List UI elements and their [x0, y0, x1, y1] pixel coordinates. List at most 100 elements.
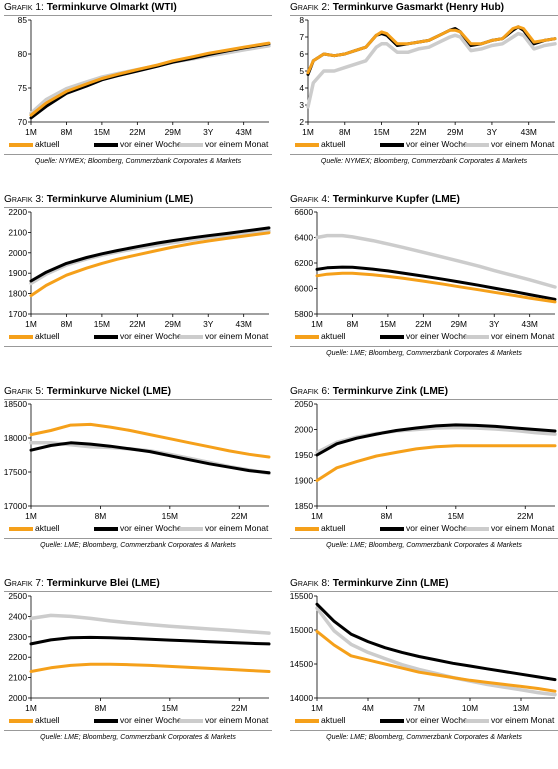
legend-swatch	[9, 142, 33, 147]
series-line-vor-einer-woche	[29, 441, 271, 475]
chart-name: Terminkurve Nickel (LME)	[46, 386, 172, 397]
legend-label: vor einer Woche	[120, 139, 182, 149]
chart-title: Grafik 2: Terminkurve Gasmarkt (Henry Hu…	[290, 2, 504, 13]
series-line-aktuell	[29, 41, 271, 117]
chart-panel-5: Grafik 5: Terminkurve Nickel (LME) 17000 1…	[4, 386, 272, 577]
chart-number: Grafik 1:	[4, 2, 47, 13]
legend-item-vor-einer-woche: vor einer Woche	[94, 139, 182, 149]
legend-swatch	[465, 526, 489, 531]
series-line-vor-einem-monat	[306, 31, 557, 109]
x-tick-label: 29M	[165, 319, 181, 329]
chart-name: Terminkurve Kupfer (LME)	[332, 194, 460, 205]
legend-swatch	[380, 334, 404, 339]
y-tick-label: 18500	[4, 399, 28, 409]
legend-label: aktuell	[35, 715, 60, 725]
line-chart: 14000 14500 15000 15500 1M 4M 7M 10M 13M	[290, 591, 557, 713]
y-tick-label: 2100	[8, 227, 27, 237]
chart-name: Terminkurve Olmarkt (WTI)	[46, 2, 177, 13]
source-note: Quelle: LME; Bloomberg, Commerzbank Corp…	[326, 350, 522, 357]
y-tick-label: 2400	[8, 611, 27, 621]
legend-item-vor-einer-woche: vor einer Woche	[380, 715, 468, 725]
series-line-aktuell	[315, 629, 557, 693]
x-tick-label: 8M	[61, 319, 73, 329]
legend-swatch	[380, 718, 404, 723]
legend-item-vor-einem-monat: vor einem Monat	[465, 715, 554, 725]
series-line-vor-einer-woche	[315, 265, 557, 301]
x-tick-label: 8M	[95, 511, 107, 521]
legend-label: vor einer Woche	[406, 139, 468, 149]
source-note: Quelle: NYMEX; Bloomberg, Commerzbank Co…	[320, 158, 528, 165]
legend-swatch	[465, 142, 489, 147]
legend-item-aktuell: aktuell	[295, 523, 346, 533]
series-line-vor-einer-woche	[315, 423, 557, 457]
y-tick-label: 5800	[294, 309, 313, 319]
legend-label: aktuell	[321, 715, 346, 725]
chart-title: Grafik 4: Terminkurve Kupfer (LME)	[290, 194, 460, 205]
legend: aktuell vor einer Woche vor einem Monat	[4, 715, 272, 729]
legend-swatch	[179, 142, 203, 147]
legend: aktuell vor einer Woche vor einem Monat	[4, 523, 272, 537]
y-tick-label: 6600	[294, 207, 313, 217]
x-tick-label: 22M	[129, 127, 145, 137]
legend-label: aktuell	[35, 139, 60, 149]
chart-name: Terminkurve Gasmarkt (Henry Hub)	[332, 2, 505, 13]
legend-label: vor einem Monat	[491, 139, 555, 149]
series-line-aktuell	[29, 662, 271, 673]
y-tick-label: 2200	[8, 207, 27, 217]
chart-name: Terminkurve Zinn (LME)	[332, 578, 449, 589]
chart-panel-6: Grafik 6: Terminkurve Zink (LME) 1850 1900…	[290, 386, 558, 577]
legend-label: aktuell	[321, 139, 346, 149]
series-line-aktuell	[29, 231, 271, 298]
x-tick-label: 3Y	[489, 319, 500, 329]
x-tick-label: 22M	[415, 319, 431, 329]
legend: aktuell vor einer Woche vor einem Monat	[290, 715, 558, 729]
legend-swatch	[380, 142, 404, 147]
series-line-vor-einem-monat	[315, 606, 557, 697]
legend-label: vor einem Monat	[205, 139, 269, 149]
y-tick-label: 2050	[294, 399, 313, 409]
series-line-vor-einem-monat	[29, 613, 271, 635]
y-tick-label: 1950	[294, 450, 313, 460]
line-chart: 70 75 80 85 1M 8M 15M 22M 29M 3Y 43M	[18, 15, 271, 137]
chart-name: Terminkurve Blei (LME)	[46, 578, 160, 589]
chart-number: Grafik 7:	[4, 578, 47, 589]
x-tick-label: 15M	[94, 127, 110, 137]
series-line-vor-einer-woche	[29, 226, 271, 283]
legend-swatch	[94, 718, 118, 723]
y-tick-label: 2300	[8, 632, 27, 642]
y-tick-label: 17500	[4, 467, 28, 477]
x-tick-label: 1M	[25, 511, 37, 521]
x-tick-label: 13M	[513, 703, 529, 713]
title-rule	[4, 15, 272, 16]
x-tick-label: 43M	[521, 127, 537, 137]
legend-item-aktuell: aktuell	[9, 139, 60, 149]
legend-label: vor einer Woche	[120, 523, 182, 533]
y-tick-label: 14500	[290, 659, 314, 669]
bottom-rule	[4, 154, 272, 155]
chart-title: Grafik 7: Terminkurve Blei (LME)	[4, 578, 160, 589]
legend-label: vor einer Woche	[406, 331, 468, 341]
x-tick-label: 7M	[413, 703, 425, 713]
line-chart: 2000 2100 2200 2300 2400 2500 1M 8M 15M 22M	[8, 591, 271, 713]
title-rule	[290, 399, 558, 400]
y-tick-label: 2000	[294, 425, 313, 435]
legend-item-vor-einem-monat: vor einem Monat	[179, 523, 268, 533]
source-note: Quelle: LME; Bloomberg, Commerzbank Corp…	[326, 734, 522, 741]
legend-item-vor-einem-monat: vor einem Monat	[179, 715, 268, 725]
title-rule	[290, 15, 558, 16]
y-tick-label: 85	[18, 15, 28, 25]
x-tick-label: 8M	[95, 703, 107, 713]
series-line-vor-einem-monat	[315, 233, 557, 289]
bottom-rule	[4, 730, 272, 731]
title-rule	[290, 207, 558, 208]
series-line-vor-einer-woche	[29, 635, 271, 646]
bottom-rule	[4, 538, 272, 539]
legend-item-vor-einem-monat: vor einem Monat	[465, 331, 554, 341]
x-tick-label: 8M	[347, 319, 359, 329]
legend: aktuell vor einer Woche vor einem Monat	[290, 139, 558, 153]
x-tick-label: 1M	[25, 703, 37, 713]
chart-number: Grafik 4:	[290, 194, 333, 205]
legend-swatch	[465, 334, 489, 339]
line-chart: 1850 1900 1950 2000 2050 1M 8M 15M 22M	[294, 399, 557, 521]
legend-item-vor-einer-woche: vor einer Woche	[94, 715, 182, 725]
